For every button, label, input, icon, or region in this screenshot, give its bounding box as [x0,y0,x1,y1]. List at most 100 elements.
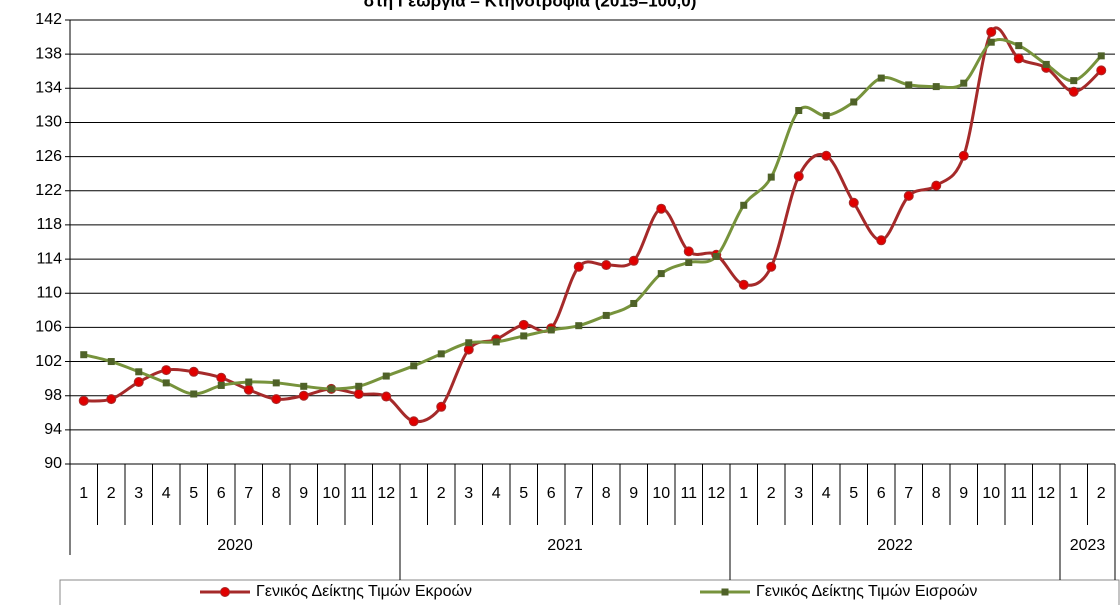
point [355,382,363,390]
x-tick-label: 10 [322,485,340,502]
point [410,362,418,370]
x-tick-label: 12 [1037,485,1055,502]
y-tick-label: 130 [35,114,62,131]
x-tick-label: 2 [767,485,776,502]
year-label: 2023 [1070,537,1106,554]
point [1070,77,1078,85]
point [216,372,227,383]
point [683,246,694,257]
point [877,74,885,82]
point [601,260,612,271]
point [821,150,832,161]
point [298,390,309,401]
y-tick-label: 122 [35,182,62,199]
point [492,338,500,346]
point [217,381,225,389]
x-tick-label: 4 [822,485,831,502]
point [602,311,610,319]
y-tick-label: 94 [44,421,62,438]
point [465,339,473,347]
x-tick-label: 5 [519,485,528,502]
point [958,150,969,161]
point [657,270,665,278]
point [767,173,775,181]
point [327,385,335,393]
x-tick-label: 4 [162,485,171,502]
point [520,332,528,340]
point [630,299,638,307]
x-tick-label: 7 [904,485,913,502]
y-tick-label: 118 [36,216,62,233]
point [712,253,720,261]
x-tick-label: 1 [739,485,748,502]
x-tick-label: 2 [107,485,116,502]
x-tick-label: 8 [932,485,941,502]
series-line [83,38,1103,396]
x-tick-label: 11 [680,485,697,502]
point [243,384,254,395]
x-tick-label: 3 [134,485,143,502]
point [575,322,583,330]
x-tick-label: 2 [1097,485,1106,502]
x-tick-label: 10 [982,485,1000,502]
x-tick-label: 8 [272,485,281,502]
x-tick-label: 1 [409,485,418,502]
x-tick-label: 12 [707,485,725,502]
x-tick-label: 10 [652,485,670,502]
point [986,26,997,37]
y-tick-label: 114 [36,250,62,267]
x-tick-label: 7 [574,485,583,502]
point [721,588,729,596]
point [133,377,144,388]
x-tick-label: 11 [350,485,367,502]
point [685,258,693,266]
point [353,388,364,399]
legend-box [59,579,1120,605]
legend-label: Γενικός Δείκτης Τιμών Εκροών [256,583,472,600]
point [80,351,88,359]
point [931,180,942,191]
y-tick-label: 102 [35,353,62,370]
point [408,416,419,427]
point [220,587,230,597]
point [463,344,474,355]
point [903,190,914,201]
point [795,107,803,115]
point [905,81,913,89]
point [272,379,280,387]
legend-label: Γενικός Δείκτης Τιμών Εισροών [756,583,977,600]
y-tick-label: 90 [44,455,62,472]
point [876,235,887,246]
point [381,391,392,402]
point [822,112,830,120]
x-tick-label: 12 [377,485,395,502]
y-tick-label: 138 [35,45,62,62]
point [573,261,584,272]
y-tick-label: 142 [35,11,62,28]
point [740,201,748,209]
point [437,350,445,358]
point [436,401,447,412]
point [960,79,968,87]
x-tick-label: 5 [849,485,858,502]
point [1096,65,1107,76]
point [987,38,995,46]
point [850,98,858,106]
point [188,366,199,377]
x-tick-label: 6 [877,485,886,502]
chart-title: στη Γεωργία – Κτηνοτροφία (2015=100,0) [364,0,697,10]
x-tick-label: 9 [299,485,308,502]
x-tick-label: 5 [189,485,198,502]
point [518,319,529,330]
y-tick-label: 134 [35,80,62,97]
y-tick-label: 98 [44,387,62,404]
point [300,382,308,390]
x-tick-label: 3 [794,485,803,502]
point [1013,53,1024,64]
x-tick-label: 1 [79,485,88,502]
point [162,379,170,387]
y-tick-label: 126 [35,148,62,165]
point [1015,42,1023,50]
point [107,358,115,366]
x-tick-label: 1 [1069,485,1078,502]
